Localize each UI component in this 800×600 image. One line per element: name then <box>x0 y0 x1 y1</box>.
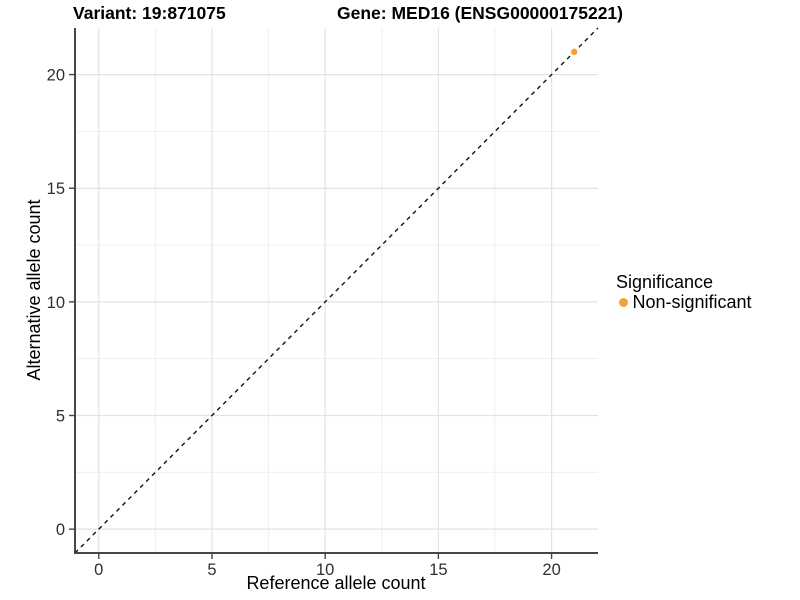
x-axis-title: Reference allele count <box>246 573 425 593</box>
x-tick-label: 0 <box>94 561 103 579</box>
y-tick-label: 15 <box>47 180 65 198</box>
identity-line <box>74 27 599 554</box>
legend-item-label: Non-significant <box>632 291 752 312</box>
x-tick-label: 5 <box>207 561 216 579</box>
y-tick-label: 10 <box>47 294 65 312</box>
gridlines <box>75 28 598 553</box>
plot-marks <box>74 27 599 554</box>
y-ticks <box>69 73 74 530</box>
x-tick-label: 15 <box>429 561 447 579</box>
x-tick-labels: 0 5 10 15 20 <box>94 561 561 579</box>
x-tick-label: 20 <box>542 561 560 579</box>
y-tick-label: 5 <box>56 408 65 426</box>
legend-point-icon <box>618 297 628 307</box>
legend: Significance Non-significant <box>616 272 752 312</box>
y-tick-labels: 0 5 10 15 20 <box>47 67 65 540</box>
legend-item-non-significant: Non-significant <box>616 292 752 312</box>
legend-title: Significance <box>616 272 714 292</box>
x-ticks <box>98 554 553 559</box>
y-axis-title: Alternative allele count <box>24 199 44 380</box>
data-point <box>571 48 578 56</box>
x-tick-label: 10 <box>316 561 334 579</box>
y-tick-label: 20 <box>47 67 65 85</box>
variant-title: Variant: 19:871075 <box>73 3 226 23</box>
y-tick-label: 0 <box>56 521 65 539</box>
gene-title: Gene: MED16 (ENSG00000175221) <box>337 3 623 23</box>
axis-lines <box>74 28 598 554</box>
